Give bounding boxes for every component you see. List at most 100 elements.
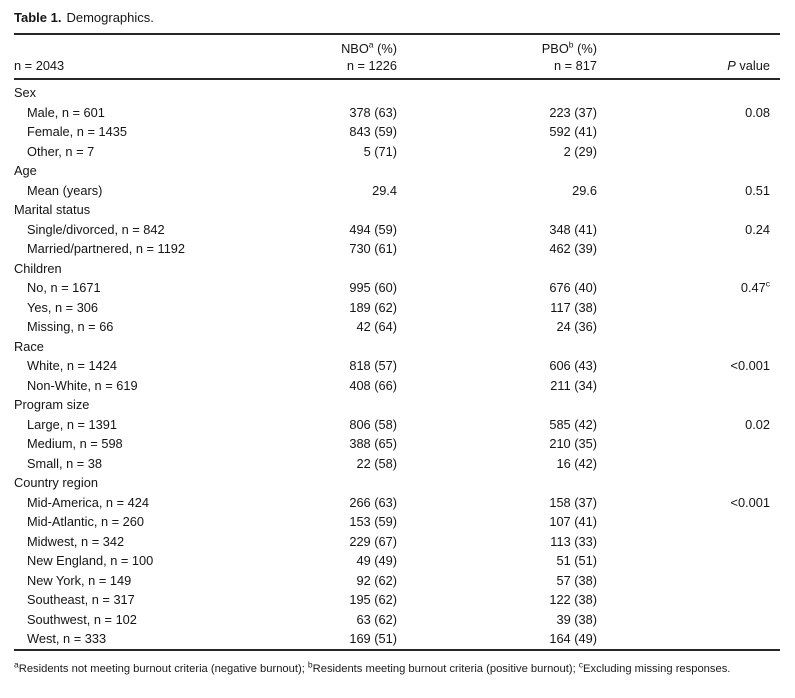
nbo-value: 378 (63) <box>349 104 397 120</box>
pbo-value: 107 (41) <box>549 514 597 529</box>
nbo-value: 5 (71) <box>363 143 397 159</box>
group-label: Age <box>14 163 37 178</box>
footnote-marker: c <box>578 658 584 669</box>
row-label: Non-White, n = 619 <box>27 377 138 393</box>
pbo-value: 676 (40) <box>549 280 597 295</box>
p-value <box>597 629 780 650</box>
footnote-text: aResidents not meeting burnout criteria … <box>14 658 731 675</box>
nbo-value: 153 (59) <box>349 514 397 529</box>
p-value <box>597 259 780 279</box>
pbo-value: 164 (49) <box>549 631 597 646</box>
p-value <box>597 142 780 162</box>
table-row: New England, n = 100 49 (49) 51 (51) <box>14 551 780 571</box>
p-value: 0.47c <box>740 278 770 295</box>
row-label: No, n = 1671 <box>27 280 101 295</box>
row-label: Single/divorced, n = 842 <box>27 221 165 237</box>
row-label: Male, n = 601 <box>27 104 105 120</box>
p-value <box>597 200 780 220</box>
nbo-value: 388 (65) <box>349 436 397 451</box>
table-row: Large, n = 1391 806 (58) 585 (42) 0.02 <box>14 415 780 435</box>
table-body: Sex Male, n = 601 378 (63) 223 (37) 0.08 Fema… <box>14 79 780 650</box>
demographics-table: n = 2043 NBOa (%) n = 1226 PBOb (%) n = … <box>14 33 780 651</box>
nbo-value <box>339 337 397 357</box>
header-p-italic: P <box>727 58 736 73</box>
nbo-value: 730 (61) <box>349 241 397 256</box>
p-value <box>597 239 780 259</box>
table-row: Midwest, n = 342 229 (67) 113 (33) <box>14 532 780 552</box>
p-value <box>597 317 780 337</box>
group-label: Children <box>14 260 62 276</box>
table-row: Mid-Atlantic, n = 260 153 (59) 107 (41) <box>14 512 780 532</box>
pbo-value: 158 (37) <box>549 494 597 510</box>
table-header: n = 2043 NBOa (%) n = 1226 PBOb (%) n = … <box>14 34 780 80</box>
header-nbo-column: NBOa (%) n = 1226 <box>339 34 397 80</box>
pbo-value <box>397 259 597 279</box>
p-value <box>597 473 780 493</box>
group-row: Race <box>14 337 780 357</box>
table-row: Missing, n = 66 42 (64) 24 (36) <box>14 317 780 337</box>
table-row: Small, n = 38 22 (58) 16 (42) <box>14 454 780 474</box>
nbo-value <box>339 473 397 493</box>
table-row: Single/divorced, n = 842 494 (59) 348 (41)… <box>14 220 780 240</box>
header-pbo-column: PBOb (%) n = 817 <box>397 34 597 80</box>
table-row: No, n = 1671 995 (60) 676 (40) 0.47c <box>14 278 780 298</box>
nbo-value: 49 (49) <box>356 553 397 568</box>
pbo-value: 117 (38) <box>550 299 597 315</box>
table-row: Mean (years) 29.4 29.6 0.51 <box>14 181 780 201</box>
header-nbo-abbr: NBO <box>341 41 369 56</box>
p-value <box>597 298 780 318</box>
row-label: Missing, n = 66 <box>27 319 114 334</box>
nbo-value: 494 (59) <box>349 221 397 237</box>
pbo-value: 592 (41) <box>549 124 597 139</box>
row-label: New England, n = 100 <box>27 553 154 568</box>
table-title-text: Demographics. <box>66 10 154 25</box>
nbo-value: 29.4 <box>372 182 397 198</box>
group-row: Marital status <box>14 200 780 220</box>
pbo-value: 223 (37) <box>549 104 597 120</box>
p-value: 0.51 <box>745 182 770 198</box>
row-label: Mid-America, n = 424 <box>27 494 149 510</box>
p-value: <0.001 <box>730 358 771 373</box>
header-p-value: P value <box>597 34 780 80</box>
header-pbo-abbr: PBO <box>541 41 569 56</box>
p-value: 0.08 <box>745 104 770 120</box>
nbo-value <box>339 200 397 220</box>
group-label: Country region <box>14 475 98 490</box>
nbo-value: 169 (51) <box>349 631 397 646</box>
row-label: Yes, n = 306 <box>27 299 99 315</box>
pbo-value <box>397 337 597 357</box>
p-value <box>597 454 780 474</box>
group-row: Children <box>14 259 780 279</box>
group-label: Race <box>14 338 44 354</box>
row-label: Married/partnered, n = 1192 <box>27 241 186 256</box>
pbo-value <box>397 79 597 103</box>
row-label: Small, n = 38 <box>27 455 103 471</box>
group-row: Sex <box>14 79 780 103</box>
pbo-value <box>397 200 597 220</box>
nbo-value <box>339 79 397 103</box>
p-value <box>597 79 780 103</box>
table-row: Female, n = 1435 843 (59) 592 (41) <box>14 122 780 142</box>
nbo-value <box>339 395 397 415</box>
table-row: Male, n = 601 378 (63) 223 (37) 0.08 <box>14 103 780 123</box>
pbo-value: 585 (42) <box>549 416 597 432</box>
header-total-n-label: n = 2043 <box>14 58 65 73</box>
pbo-value: 39 (38) <box>556 611 597 627</box>
footnote-marker: a <box>14 658 19 669</box>
table-row: Southwest, n = 102 63 (62) 39 (38) <box>14 610 780 630</box>
table-row: Yes, n = 306 189 (62) 117 (38) <box>14 298 780 318</box>
p-value <box>597 395 780 415</box>
nbo-value: 995 (60) <box>349 280 397 295</box>
p-value <box>597 122 780 142</box>
pbo-value <box>397 473 597 493</box>
table-row: Southeast, n = 317 195 (62) 122 (38) <box>14 590 780 610</box>
header-total-n: n = 2043 <box>14 34 339 80</box>
row-label: Southwest, n = 102 <box>27 611 137 627</box>
nbo-value: 195 (62) <box>349 592 397 607</box>
row-label: Mean (years) <box>27 182 103 198</box>
header-nbo-line1: NBOa (%) <box>339 40 397 57</box>
nbo-value: 63 (62) <box>356 611 397 627</box>
pbo-value: 462 (39) <box>549 241 597 256</box>
p-value <box>597 590 780 610</box>
nbo-value: 818 (57) <box>349 358 397 373</box>
